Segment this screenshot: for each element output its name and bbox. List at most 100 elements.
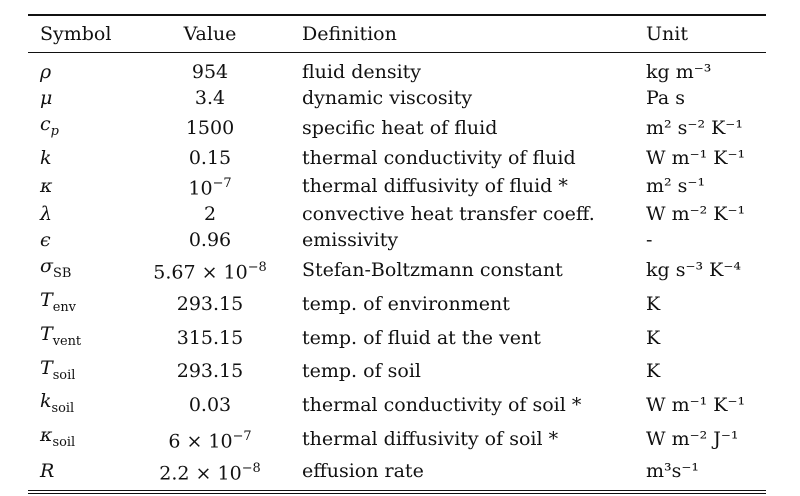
table-row: Tvent 315.15 temp. of fluid at the vent K	[28, 321, 766, 355]
definition-cell: temp. of soil	[302, 360, 421, 383]
symbol-cell: k	[28, 145, 140, 171]
table-row: Tsoil 293.15 temp. of soil K	[28, 355, 766, 389]
table-row: μ 3.4 dynamic viscosity Pa s	[28, 85, 766, 111]
symbol-text: κ	[40, 174, 53, 197]
unit-cell: K	[646, 360, 661, 383]
unit-cell: m² s⁻¹	[646, 174, 706, 197]
header-symbol: Symbol	[40, 23, 112, 45]
symbol-cell: λ	[28, 201, 140, 227]
symbol-cell: ksoil	[28, 388, 140, 422]
value-cell: 315.15	[140, 321, 280, 355]
unit-cell: -	[646, 229, 653, 252]
symbol-cell: Tenv	[28, 287, 140, 321]
definition-cell: temp. of environment	[302, 292, 510, 315]
symbol-cell: κ	[28, 171, 140, 201]
value-text: 315.15	[176, 326, 244, 349]
definition-cell: fluid density	[302, 61, 422, 83]
symbol-text: ρ	[40, 61, 52, 83]
bottom-rule-outer	[28, 493, 766, 495]
symbol-text: ϵ	[40, 229, 51, 252]
value-cell: 2	[140, 201, 280, 227]
symbol-cell: κsoil	[28, 422, 140, 456]
value-exponent: −8	[241, 460, 261, 476]
definition-cell: thermal diffusivity of soil *	[302, 428, 559, 450]
value-text: 5.67 × 10	[153, 261, 248, 284]
symbol-subscript: soil	[52, 434, 76, 450]
unit-cell: m³s⁻¹	[646, 460, 700, 483]
value-cell: 954	[140, 53, 280, 85]
symbol-text: T	[40, 356, 53, 379]
value-cell: 10−7	[140, 171, 280, 201]
parameter-table: Symbol Value Definition Unit	[28, 16, 766, 52]
unit-cell: W m⁻¹ K⁻¹	[646, 394, 746, 417]
value-cell: 0.15	[140, 145, 280, 171]
table-row: κsoil 6 × 10−7 thermal diffusivity of soil…	[28, 422, 766, 456]
definition-cell: thermal conductivity of soil *	[302, 394, 582, 417]
value-cell: 1500	[140, 111, 280, 145]
symbol-text: λ	[40, 203, 53, 226]
value-exponent: −8	[247, 259, 267, 275]
definition-cell: Stefan-Boltzmann constant	[302, 259, 563, 282]
symbol-subscript: env	[52, 299, 76, 315]
symbol-cell: R	[28, 456, 140, 490]
symbol-text: σ	[40, 255, 53, 278]
value-text: 3.4	[194, 87, 226, 109]
value-cell: 5.67 × 10−8	[140, 253, 280, 287]
parameter-table-container: Symbol Value Definition Unit ρ 954 fluid d…	[28, 14, 766, 495]
value-cell: 0.03	[140, 388, 280, 422]
definition-cell: dynamic viscosity	[302, 87, 473, 109]
symbol-cell: Tvent	[28, 321, 140, 355]
header-row: Symbol Value Definition Unit	[28, 16, 766, 52]
value-cell: 293.15	[140, 287, 280, 321]
table-row: λ 2 convective heat transfer coeff. W m⁻² K…	[28, 201, 766, 227]
table-row: σSB 5.67 × 10−8 Stefan-Boltzmann constant k…	[28, 253, 766, 287]
value-text: 0.96	[188, 229, 232, 252]
table-header: Symbol Value Definition Unit	[28, 16, 766, 52]
symbol-subscript: p	[50, 123, 59, 139]
parameter-table-body: ρ 954 fluid density kg m⁻³ μ 3.4 dynamic visco…	[28, 53, 766, 490]
top-rule	[28, 14, 766, 16]
symbol-cell: Tsoil	[28, 355, 140, 389]
table-row: κ 10−7 thermal diffusivity of fluid * m² s⁻…	[28, 171, 766, 201]
table-row: cp 1500 specific heat of fluid m² s⁻² K⁻¹	[28, 111, 766, 145]
table-row: Tenv 293.15 temp. of environment K	[28, 287, 766, 321]
value-text: 2	[203, 203, 217, 226]
value-cell: 2.2 × 10−8	[140, 456, 280, 490]
table-row: ρ 954 fluid density kg m⁻³	[28, 53, 766, 85]
table-row: ϵ 0.96 emissivity -	[28, 227, 766, 253]
definition-cell: convective heat transfer coeff.	[302, 203, 595, 226]
unit-cell: Pa s	[646, 87, 686, 109]
symbol-text: k	[40, 390, 52, 413]
value-cell: 293.15	[140, 355, 280, 389]
unit-cell: K	[646, 292, 661, 315]
definition-cell: emissivity	[302, 229, 399, 252]
table-row: k 0.15 thermal conductivity of fluid W m⁻¹ …	[28, 145, 766, 171]
value-text: 0.15	[188, 146, 232, 169]
unit-cell: kg s⁻³ K⁻⁴	[646, 259, 741, 282]
unit-cell: kg m⁻³	[646, 61, 712, 83]
unit-cell: W m⁻¹ K⁻¹	[646, 146, 746, 169]
symbol-text: T	[40, 288, 53, 311]
header-rule	[28, 52, 766, 53]
unit-cell: K	[646, 326, 661, 349]
value-text: 10	[188, 177, 213, 200]
unit-cell: W m⁻² K⁻¹	[646, 203, 746, 226]
unit-cell: W m⁻² J⁻¹	[646, 428, 739, 450]
symbol-cell: ρ	[28, 53, 140, 85]
value-exponent: −7	[232, 428, 252, 444]
symbol-subscript: SB	[52, 265, 72, 281]
value-cell: 0.96	[140, 227, 280, 253]
symbol-cell: cp	[28, 111, 140, 145]
header-definition: Definition	[302, 23, 397, 45]
symbol-text: R	[40, 460, 55, 483]
symbol-text: μ	[40, 87, 53, 109]
symbol-cell: ϵ	[28, 227, 140, 253]
value-cell: 3.4	[140, 85, 280, 111]
symbol-text: c	[40, 113, 51, 135]
header-unit: Unit	[646, 23, 688, 45]
definition-cell: effusion rate	[302, 460, 424, 483]
symbol-subscript: vent	[52, 333, 82, 349]
definition-cell: temp. of fluid at the vent	[302, 326, 541, 349]
symbol-subscript: soil	[51, 401, 75, 417]
value-text: 6 × 10	[168, 430, 233, 453]
